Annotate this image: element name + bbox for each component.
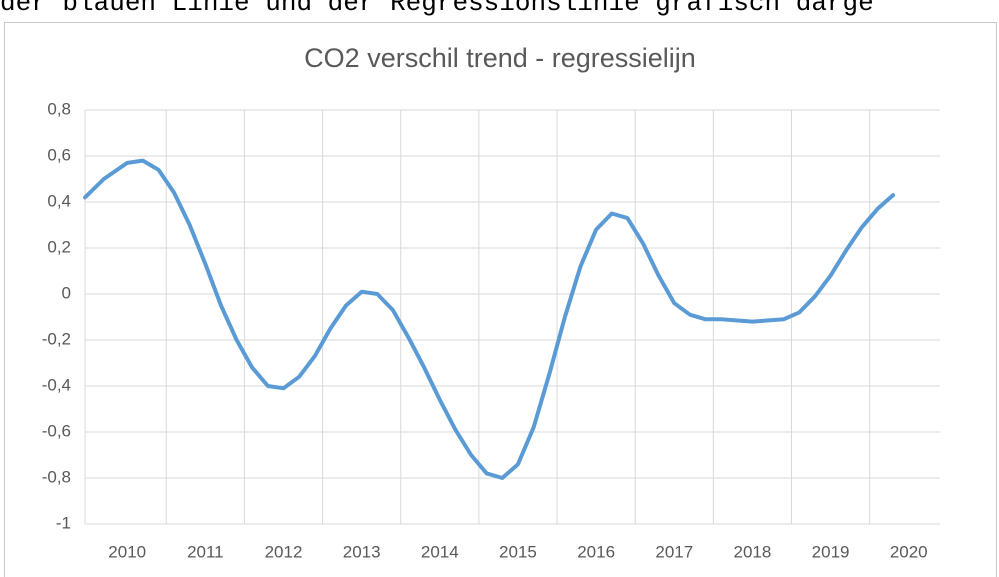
y-tick-label: 0,4 [47,191,71,210]
x-tick-label: 2018 [734,542,772,561]
x-tick-label: 2013 [343,542,381,561]
x-tick-label: 2011 [187,542,224,561]
y-tick-label: -0,8 [42,467,71,486]
y-tick-label: -0,2 [42,329,71,348]
line-series [83,158,896,480]
header-text: der blauen Linie und der Regressionslini… [0,0,874,18]
y-tick-label: 0 [62,283,71,302]
chart-title: CO2 verschil trend - regressielijn [304,43,696,73]
y-tick-label: -1 [56,513,71,532]
y-tick-label: 0,8 [47,99,71,118]
x-tick-label: 2020 [890,542,928,561]
y-tick-label: 0,6 [47,145,71,164]
x-tick-label: 2012 [265,542,303,561]
y-tick-label: 0,2 [47,237,71,256]
y-tick-label: -0,4 [42,375,71,394]
x-tick-label: 2017 [655,542,693,561]
x-tick-label: 2016 [577,542,615,561]
x-tick-label: 2015 [499,542,537,561]
chart-frame [4,22,997,577]
x-tick-label: 2010 [108,542,146,561]
x-tick-label: 2014 [421,542,459,561]
x-tick-label: 2019 [812,542,850,561]
y-tick-label: -0,6 [42,421,71,440]
